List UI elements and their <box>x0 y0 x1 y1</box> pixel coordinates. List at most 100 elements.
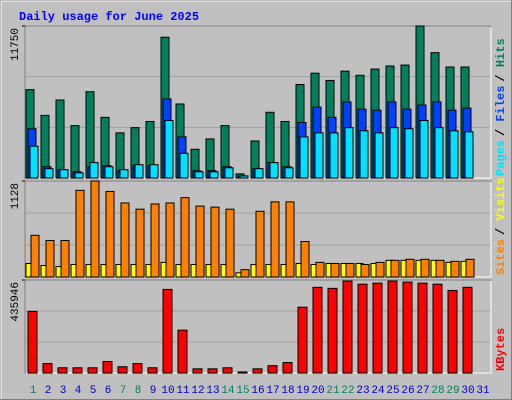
bar <box>177 329 188 374</box>
bar <box>225 208 235 278</box>
bar <box>89 162 99 179</box>
bar <box>150 203 160 278</box>
x-tick-label: 27 <box>416 385 429 397</box>
x-tick-label: 8 <box>135 385 142 397</box>
x-tick-label: 16 <box>251 385 264 397</box>
bar <box>147 367 158 374</box>
x-tick-label: 7 <box>120 385 127 397</box>
bar <box>329 132 339 179</box>
x-tick-label: 17 <box>266 385 279 397</box>
bar <box>60 239 70 278</box>
bar <box>210 206 220 278</box>
bar <box>102 361 113 374</box>
bar <box>75 189 85 278</box>
bar <box>74 172 84 179</box>
legend-separator: / <box>494 228 508 235</box>
x-tick-label: 12 <box>191 385 204 397</box>
bar <box>330 262 340 278</box>
x-tick-label: 22 <box>341 385 354 397</box>
bar <box>405 258 415 278</box>
legend-separator: / <box>494 129 508 136</box>
bar <box>239 175 249 179</box>
bar <box>55 99 65 179</box>
x-tick-label: 11 <box>176 385 190 397</box>
bar <box>119 169 129 179</box>
bar <box>252 368 263 374</box>
legend-entry: Files <box>494 86 508 122</box>
bar <box>42 363 53 374</box>
bar <box>134 164 144 179</box>
bar <box>105 190 115 278</box>
bar <box>465 258 475 278</box>
x-tick-label: 25 <box>386 385 399 397</box>
bar <box>194 171 204 179</box>
bar <box>29 145 39 179</box>
bar <box>345 262 355 278</box>
bar <box>449 130 459 179</box>
legend-entry: KBytes <box>494 328 508 371</box>
x-tick-label: 6 <box>105 385 112 397</box>
x-tick-label: 18 <box>281 385 294 397</box>
bar <box>192 368 203 374</box>
bar <box>284 167 294 179</box>
x-tick-label: 19 <box>296 385 309 397</box>
x-tick-label: 29 <box>446 385 459 397</box>
bar <box>44 168 54 179</box>
bar <box>165 202 175 278</box>
bar <box>447 289 458 374</box>
legend-entry: Visits <box>494 177 508 220</box>
bar <box>87 367 98 374</box>
bar <box>432 283 443 374</box>
bar <box>312 286 323 374</box>
legend-separator: / <box>494 74 508 81</box>
bar <box>375 261 385 278</box>
bar <box>224 167 234 179</box>
legend: Pages / Files / Hits <box>494 38 508 176</box>
bar <box>434 127 444 179</box>
bar <box>314 132 324 179</box>
bar <box>372 282 383 374</box>
x-tick-label: 4 <box>75 385 82 397</box>
y-tick-label: 11750 <box>10 28 22 61</box>
bar <box>120 202 130 278</box>
x-tick-label: 2 <box>45 385 52 397</box>
x-tick-label: 13 <box>206 385 219 397</box>
x-tick-label: 23 <box>356 385 369 397</box>
bar <box>132 363 143 374</box>
bar <box>195 205 205 278</box>
bar <box>135 208 145 278</box>
bar <box>162 288 173 374</box>
x-tick-label: 20 <box>311 385 324 397</box>
bar <box>402 281 413 374</box>
bar <box>420 258 430 278</box>
bar <box>360 263 370 278</box>
bar <box>149 164 159 179</box>
x-tick-label: 3 <box>60 385 67 397</box>
bar <box>419 119 429 179</box>
bar <box>70 125 80 179</box>
bar <box>222 367 233 374</box>
x-tick-label: 1 <box>30 385 37 397</box>
x-tick-label: 30 <box>461 385 474 397</box>
bar <box>300 241 310 278</box>
legend: KBytes <box>494 328 508 371</box>
plot-area <box>24 279 492 374</box>
bar <box>417 282 428 374</box>
bar <box>270 201 280 278</box>
y-tick-label: 1128 <box>10 183 22 209</box>
bar <box>450 260 460 278</box>
chart-title: Daily usage for June 2025 <box>19 10 199 24</box>
bar <box>390 259 400 278</box>
x-tick-label: 31 <box>476 385 490 397</box>
x-tick-label: 28 <box>431 385 444 397</box>
bar <box>344 127 354 179</box>
x-tick-label: 26 <box>401 385 414 397</box>
bar <box>404 128 414 179</box>
bar <box>297 306 308 374</box>
bar <box>207 368 218 374</box>
bar <box>267 365 278 374</box>
bar <box>104 166 114 179</box>
